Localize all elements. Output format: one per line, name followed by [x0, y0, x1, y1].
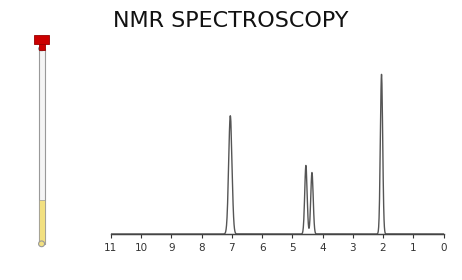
Bar — [38, 200, 44, 244]
Bar — [34, 35, 49, 44]
Bar — [38, 49, 44, 244]
Ellipse shape — [38, 241, 44, 247]
Text: NMR SPECTROSCOPY: NMR SPECTROSCOPY — [113, 11, 349, 31]
Bar — [38, 42, 44, 50]
Ellipse shape — [38, 46, 44, 51]
